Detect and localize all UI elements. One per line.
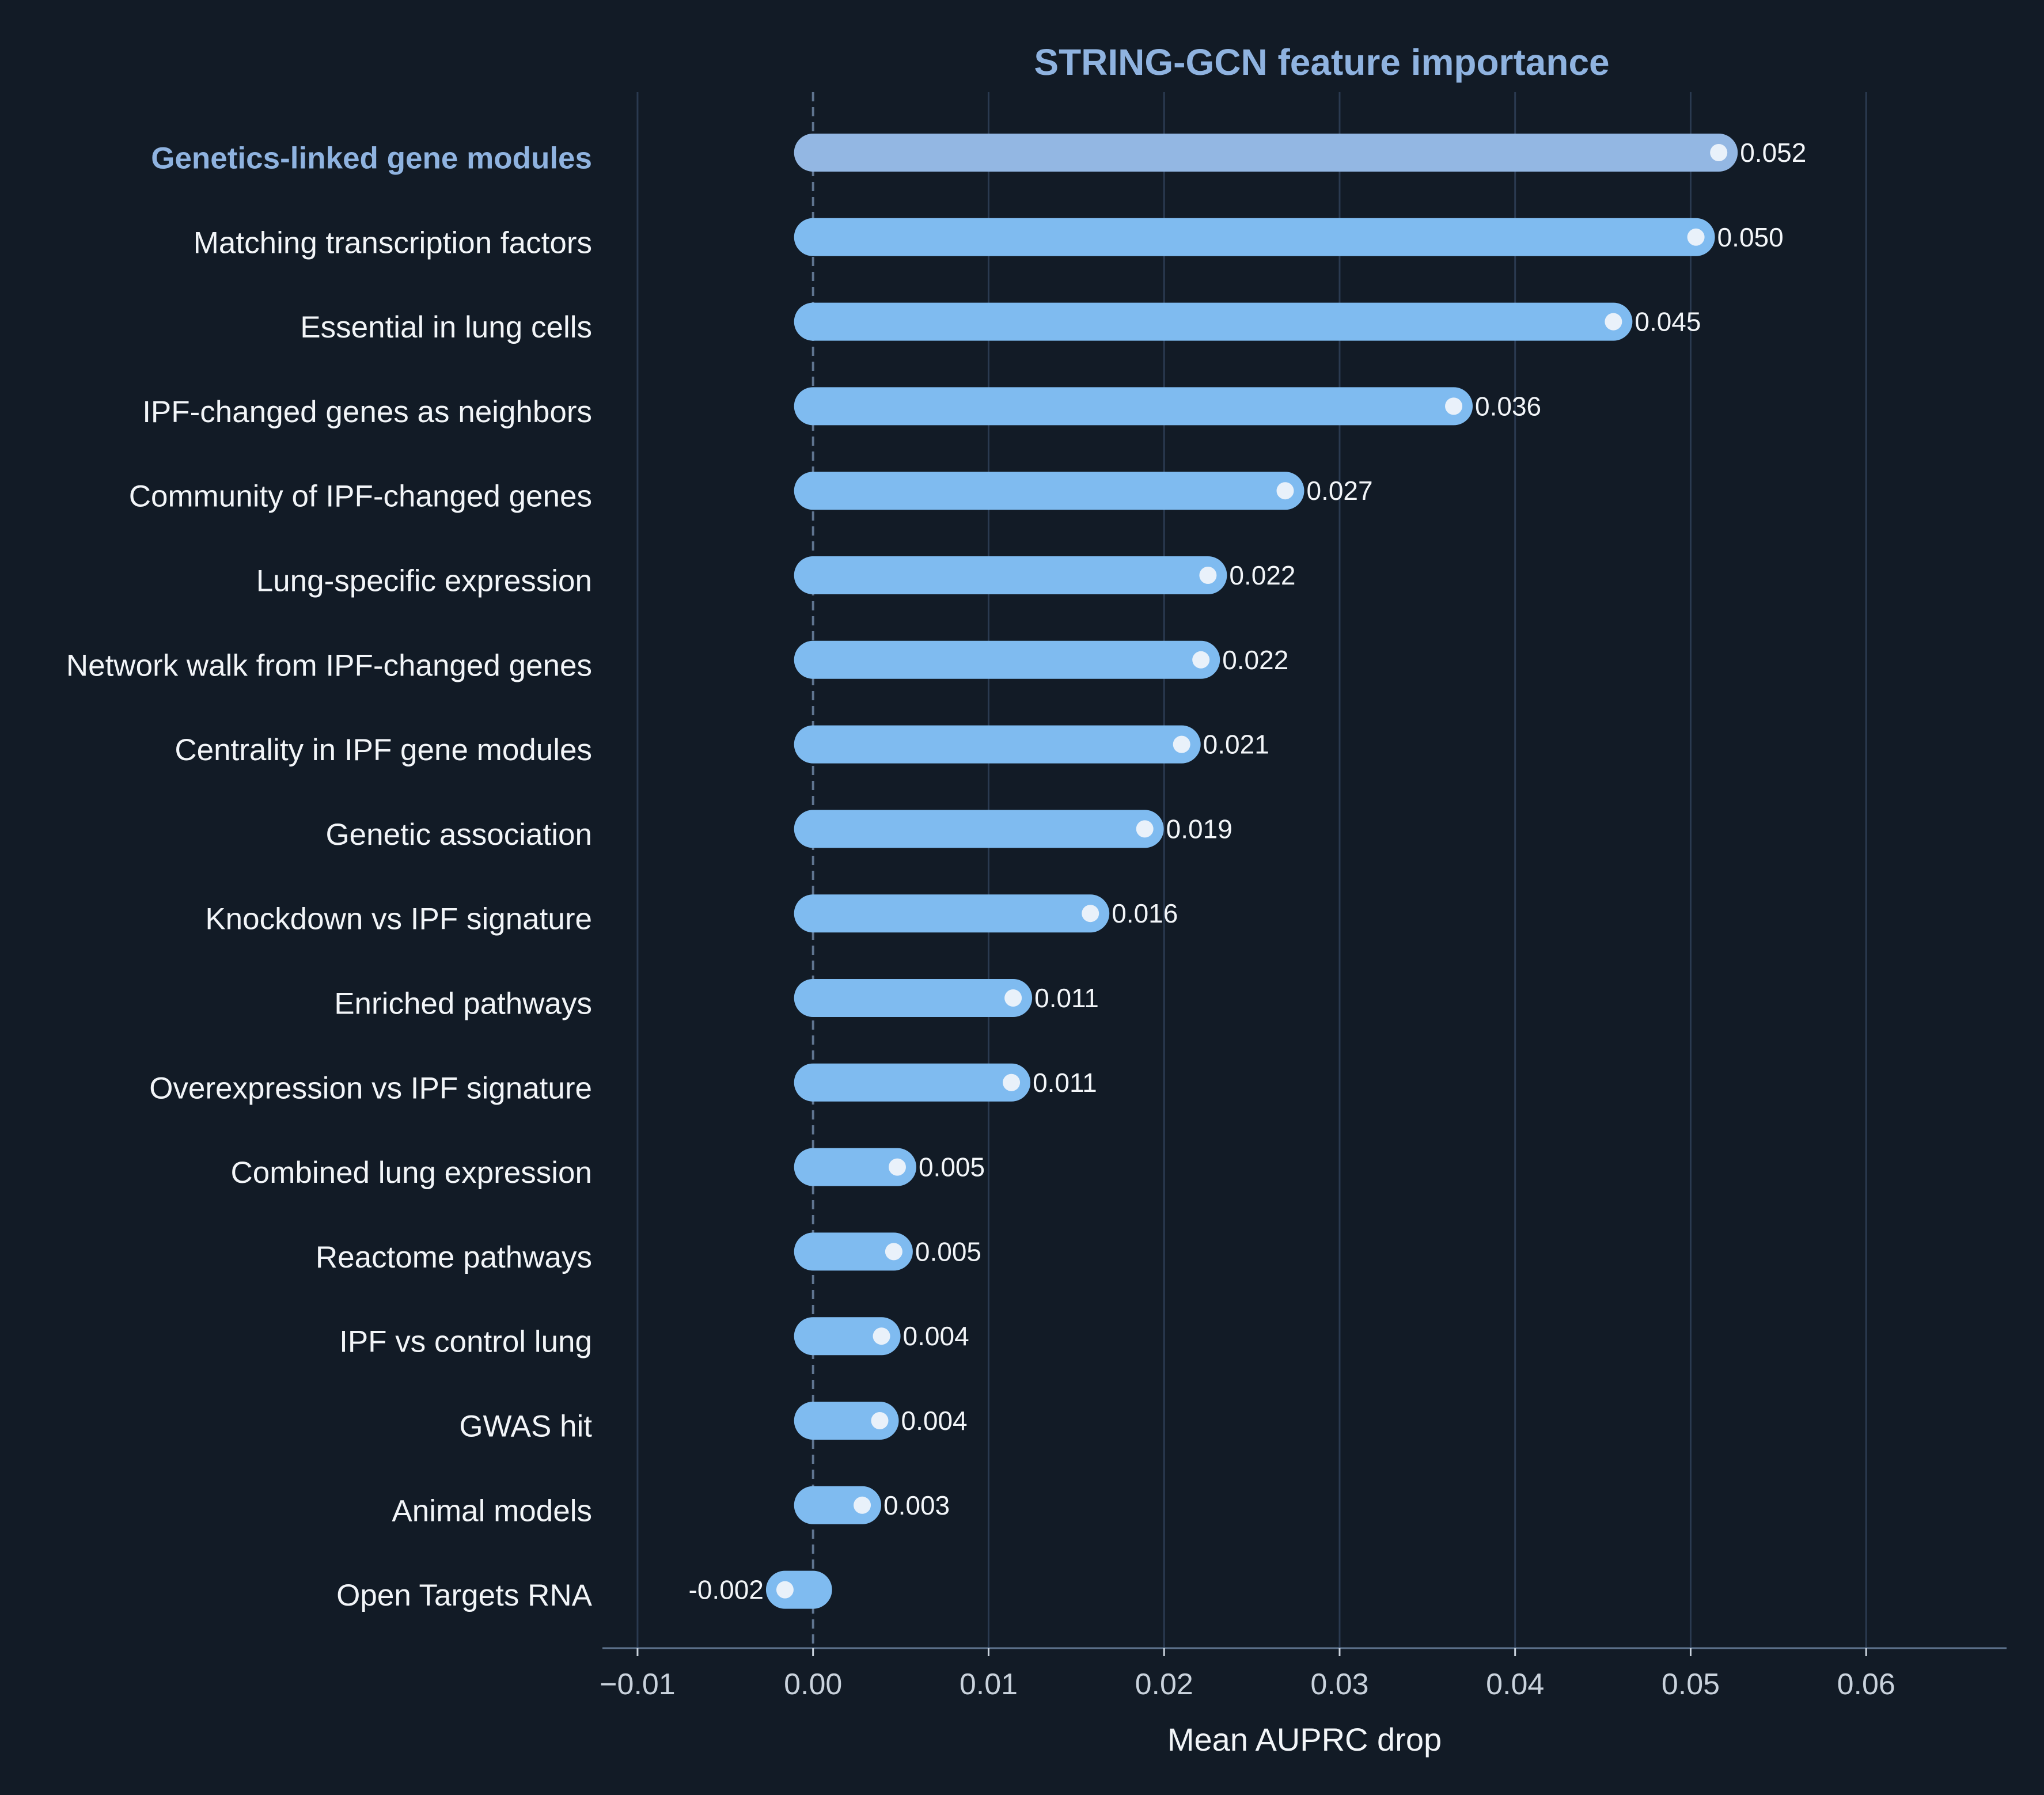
category-label: Network walk from IPF-changed genes xyxy=(66,648,592,682)
bar xyxy=(794,894,1110,933)
bar-value-label: 0.004 xyxy=(901,1406,968,1436)
bar-value-label: 0.036 xyxy=(1475,391,1541,421)
bar xyxy=(794,472,1304,510)
bar xyxy=(794,1486,882,1524)
bar-value-label: 0.045 xyxy=(1635,307,1701,337)
bar xyxy=(794,810,1164,848)
bar xyxy=(794,1232,913,1271)
bar-value-label: -0.002 xyxy=(689,1575,764,1605)
x-tick-label: 0.06 xyxy=(1837,1668,1895,1701)
bar-value-label: 0.019 xyxy=(1166,814,1233,844)
bar xyxy=(794,302,1633,341)
bar xyxy=(794,979,1033,1017)
bar-value-dot xyxy=(1687,228,1705,246)
bar-value-dot xyxy=(888,1158,906,1176)
bar-value-dot xyxy=(873,1327,890,1345)
category-label: Overexpression vs IPF signature xyxy=(149,1071,592,1105)
bar xyxy=(794,1148,916,1186)
x-tick-label: −0.01 xyxy=(600,1668,676,1701)
bar-value-dot xyxy=(871,1412,889,1429)
category-label: Enriched pathways xyxy=(334,987,592,1021)
bar-value-label: 0.050 xyxy=(1717,222,1784,252)
label-layer: 0.052 Genetics-linked gene modules 0.050 Ma… xyxy=(66,138,1807,1612)
category-label: Matching transcription factors xyxy=(194,226,592,260)
bar-value-label: 0.022 xyxy=(1229,560,1295,590)
category-label: IPF vs control lung xyxy=(339,1325,592,1359)
bar xyxy=(794,1402,899,1440)
category-label: Lung-specific expression xyxy=(256,564,592,598)
bar-value-dot xyxy=(1004,989,1022,1007)
bar-value-label: 0.004 xyxy=(903,1321,969,1351)
category-label: Open Targets RNA xyxy=(336,1578,592,1612)
bar-value-label: 0.005 xyxy=(919,1152,985,1182)
category-label: Centrality in IPF gene modules xyxy=(175,733,592,767)
bar-value-dot xyxy=(1276,482,1294,500)
bar-value-dot xyxy=(1710,144,1728,161)
bar-value-dot xyxy=(776,1581,794,1599)
category-label: Combined lung expression xyxy=(230,1156,592,1190)
bar-value-dot xyxy=(1605,313,1622,331)
bar-value-label: 0.003 xyxy=(883,1490,950,1520)
category-label: IPF-changed genes as neighbors xyxy=(142,395,592,429)
chart-title: STRING-GCN feature importance xyxy=(1034,41,1609,83)
x-tick-label: 0.04 xyxy=(1486,1668,1544,1701)
category-label: GWAS hit xyxy=(459,1410,592,1444)
tick-layer: −0.01 0.00 0.01 0.02 0.03 0.04 0.05 0.06 xyxy=(600,1648,1895,1701)
grid-layer xyxy=(636,92,1867,1648)
x-tick-label: 0.05 xyxy=(1662,1668,1720,1701)
bar-value-dot xyxy=(885,1243,902,1261)
bar-value-dot xyxy=(1445,397,1463,415)
bar xyxy=(794,1063,1031,1102)
bar-value-dot xyxy=(1082,905,1099,923)
x-tick-label: 0.02 xyxy=(1135,1668,1193,1701)
x-tick-label: 0.03 xyxy=(1310,1668,1368,1701)
category-label: Community of IPF-changed genes xyxy=(129,480,592,514)
bar-value-label: 0.022 xyxy=(1222,645,1288,675)
bar-layer xyxy=(765,134,1738,1609)
bar-value-label: 0.005 xyxy=(915,1236,981,1266)
category-label: Genetic association xyxy=(325,818,592,852)
x-tick-label: 0.00 xyxy=(784,1668,842,1701)
bar xyxy=(794,218,1715,256)
bar-value-dot xyxy=(1199,567,1217,584)
bar-value-dot xyxy=(854,1496,871,1514)
bar-value-label: 0.011 xyxy=(1033,1068,1097,1098)
bar xyxy=(794,387,1473,426)
bar xyxy=(794,725,1201,764)
bar xyxy=(794,1317,901,1356)
category-label: Genetics-linked gene modules xyxy=(151,142,592,176)
bar xyxy=(794,134,1738,172)
category-label: Essential in lung cells xyxy=(300,310,592,344)
bar-value-label: 0.027 xyxy=(1306,476,1372,506)
bar-value-label: 0.011 xyxy=(1034,983,1099,1013)
x-tick-label: 0.01 xyxy=(960,1668,1018,1701)
bar xyxy=(794,640,1220,679)
bar xyxy=(794,556,1227,594)
bar-value-label: 0.016 xyxy=(1112,898,1178,928)
bar xyxy=(765,1570,832,1609)
bar-value-dot xyxy=(1136,820,1154,838)
category-label: Knockdown vs IPF signature xyxy=(205,902,592,936)
category-label: Reactome pathways xyxy=(316,1240,592,1274)
x-axis-label: Mean AUPRC drop xyxy=(1167,1721,1442,1758)
bar-value-dot xyxy=(1173,735,1190,753)
bar-value-label: 0.052 xyxy=(1740,138,1806,168)
bar-value-dot xyxy=(1192,651,1210,669)
bar-value-label: 0.021 xyxy=(1203,730,1269,760)
bar-value-dot xyxy=(1003,1073,1021,1091)
category-label: Animal models xyxy=(392,1494,592,1528)
